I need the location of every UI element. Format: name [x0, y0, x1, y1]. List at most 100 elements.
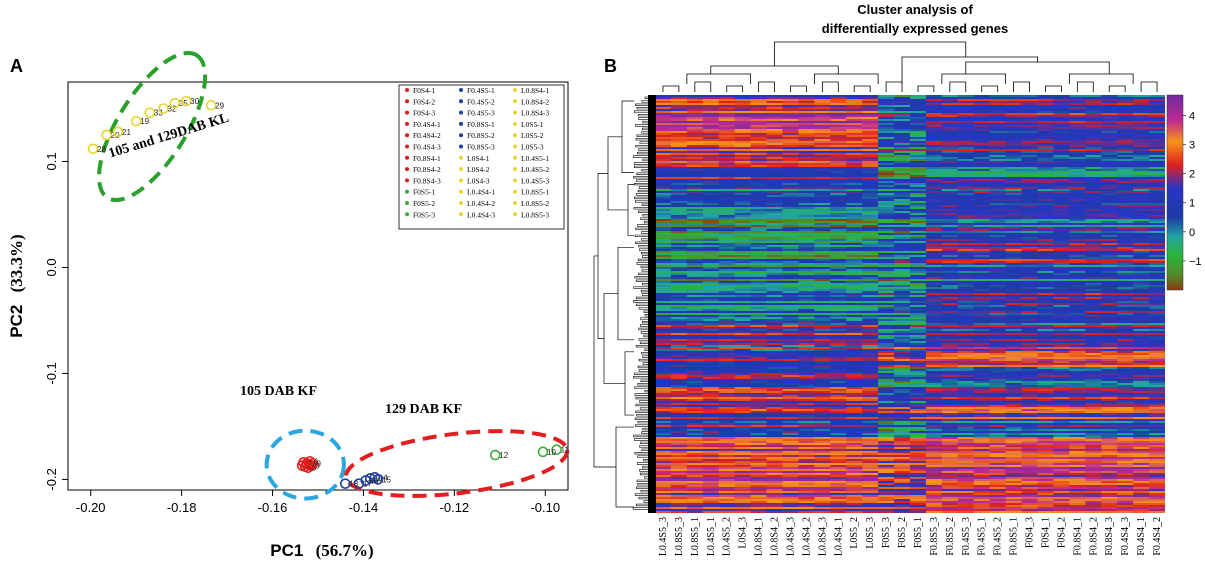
heatmap-cell: [973, 315, 991, 318]
heatmap-cell: [1005, 161, 1022, 164]
heatmap-cell: [702, 333, 720, 336]
heatmap-cell: [655, 173, 672, 176]
heatmap-cell: [1117, 357, 1134, 360]
heatmap-cell: [1053, 311, 1070, 314]
heatmap-cell: [957, 213, 975, 216]
heatmap-cell: [941, 345, 959, 348]
heatmap-cell: [894, 353, 911, 356]
heatmap-cell: [862, 145, 879, 148]
heatmap-cell: [750, 191, 767, 194]
heatmap-cell: [878, 105, 895, 108]
heatmap-cell: [798, 265, 815, 268]
heatmap-cell: [846, 233, 863, 236]
heatmap-cell: [830, 183, 847, 186]
heatmap-cell: [718, 149, 736, 152]
heatmap-cell: [1149, 103, 1165, 106]
dendrogram-branch: [638, 327, 648, 331]
heatmap-cell: [957, 269, 975, 272]
heatmap-cell: [1149, 279, 1165, 282]
heatmap-cell: [1053, 207, 1070, 210]
heatmap-cell: [1053, 107, 1070, 110]
heatmap-cell: [655, 315, 672, 318]
heatmap-cell: [910, 111, 927, 114]
heatmap-cell: [1005, 201, 1022, 204]
heatmap-cell: [957, 117, 975, 120]
heatmap-cell: [878, 357, 895, 360]
heatmap-cell: [718, 139, 736, 142]
heatmap-cell: [1005, 175, 1022, 178]
dendrogram-branch: [638, 117, 648, 120]
heatmap-cell: [734, 199, 752, 202]
heatmap-cell: [989, 177, 1007, 180]
heatmap-cell: [941, 163, 959, 166]
heatmap-cell: [1085, 261, 1102, 264]
heatmap-cell: [941, 225, 959, 228]
heatmap-cell: [1005, 109, 1022, 112]
heatmap-cell: [1101, 287, 1118, 290]
heatmap-cell: [686, 229, 704, 232]
heatmap-cell: [718, 343, 736, 346]
heatmap-cell: [973, 211, 991, 214]
heatmap-cell: [670, 235, 688, 238]
heatmap-cell: [718, 269, 736, 272]
heatmap-cell: [973, 367, 991, 370]
heatmap-cell: [989, 129, 1007, 132]
heatmap-cell: [862, 275, 879, 278]
heatmap-cell: [1005, 177, 1022, 180]
heatmap-cell: [686, 335, 704, 338]
dendrogram-branch: [640, 324, 648, 327]
heatmap-cell: [1085, 353, 1102, 356]
heatmap-cell: [655, 115, 672, 118]
heatmap-cell: [1085, 381, 1102, 384]
heatmap-cell: [766, 129, 783, 132]
heatmap-cell: [1005, 255, 1022, 258]
heatmap-cell: [973, 251, 991, 254]
heatmap-cell: [750, 137, 767, 140]
heatmap-cell: [1069, 157, 1086, 160]
heatmap-cell: [734, 385, 752, 388]
heatmap-cell: [782, 197, 799, 200]
heatmap-cell: [1101, 331, 1118, 334]
heatmap-cell: [702, 305, 720, 308]
heatmap-cell: [1069, 325, 1086, 328]
heatmap-cell: [1101, 241, 1118, 244]
heatmap-cell: [925, 159, 943, 162]
data-point: [180, 95, 192, 107]
heatmap-cell: [878, 171, 895, 174]
heatmap-cell: [846, 345, 863, 348]
heatmap-cell: [910, 329, 927, 332]
heatmap-cell: [1117, 207, 1134, 210]
heatmap-cell: [910, 145, 927, 148]
heatmap-cell: [1133, 113, 1150, 116]
heatmap-cell: [734, 369, 752, 372]
heatmap-cell: [798, 169, 815, 172]
heatmap-cell: [941, 371, 959, 374]
heatmap-cell: [830, 155, 847, 158]
heatmap-cell: [1053, 193, 1070, 196]
heatmap-cell: [1021, 373, 1038, 376]
heatmap-cell: [1069, 101, 1086, 104]
heatmap-cell: [925, 171, 943, 174]
heatmap-cell: [910, 211, 927, 214]
heatmap-cell: [1069, 123, 1086, 126]
dendrogram-branch: [1068, 73, 1134, 84]
heatmap-cell: [989, 269, 1007, 272]
heatmap-cell: [910, 155, 927, 158]
heatmap-cell: [1037, 253, 1054, 256]
heatmap-cell: [670, 127, 688, 130]
heatmap-cell: [878, 301, 895, 304]
heatmap-cell: [862, 183, 879, 186]
heatmap-cell: [989, 309, 1007, 312]
heatmap-cell: [766, 347, 783, 350]
heatmap-cell: [782, 323, 799, 326]
heatmap-cell: [1133, 211, 1150, 214]
heatmap-cell: [782, 135, 799, 138]
heatmap-cell: [782, 157, 799, 160]
heatmap-cell: [766, 343, 783, 346]
heatmap-cell: [925, 297, 943, 300]
heatmap-cell: [734, 277, 752, 280]
heatmap-cell: [1021, 237, 1038, 240]
heatmap-cell: [1037, 287, 1054, 290]
heatmap-cell: [782, 279, 799, 282]
heatmap-cell: [1085, 245, 1102, 248]
